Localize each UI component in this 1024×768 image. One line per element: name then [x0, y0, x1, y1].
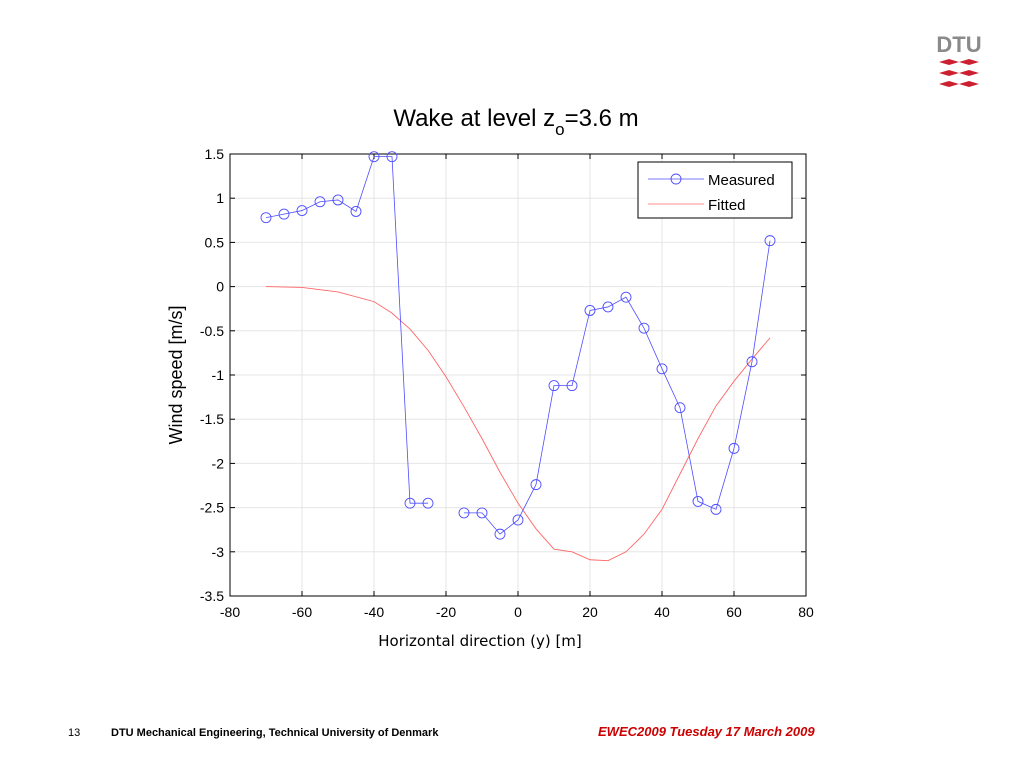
- measured-series-line: [265, 156, 428, 504]
- measured-point: [710, 503, 722, 515]
- chart-title: Wake at level zo=3.6 m: [393, 105, 638, 139]
- measured-point: [692, 495, 704, 507]
- measured-point: [314, 196, 326, 208]
- x-tick-label: 20: [582, 604, 598, 620]
- footer-organization: DTU Mechanical Engineering, Technical Un…: [111, 727, 439, 739]
- title-subscript: o: [555, 120, 564, 139]
- measured-point: [386, 151, 398, 163]
- y-tick-label: -1: [212, 367, 225, 383]
- measured-point: [764, 235, 776, 247]
- x-tick-label: -20: [436, 604, 456, 620]
- y-tick-label: 1: [216, 190, 224, 206]
- series-layer: [260, 151, 776, 562]
- y-tick-label: -2: [212, 455, 225, 471]
- axis-ticks: [229, 153, 807, 597]
- measured-point: [746, 356, 758, 368]
- y-tick-label: 0.5: [205, 234, 225, 250]
- measured-point: [638, 322, 650, 334]
- x-tick-label: 80: [798, 604, 814, 620]
- measured-series-line: [464, 240, 771, 535]
- x-tick-label: 40: [654, 604, 670, 620]
- x-tick-label: -80: [220, 604, 240, 620]
- measured-point: [260, 212, 272, 224]
- dtu-logo-mark: [939, 59, 979, 87]
- measured-point: [728, 442, 740, 454]
- measured-point: [494, 528, 506, 540]
- title-tail: =3.6 m: [565, 105, 639, 132]
- grid-lines: [230, 154, 806, 596]
- measured-point: [404, 497, 416, 509]
- dtu-logo-text: DTU: [936, 32, 981, 57]
- y-axis-label: Wind speed [m/s]: [166, 305, 186, 444]
- measured-point: [566, 380, 578, 392]
- y-tick-label: 0: [216, 279, 224, 295]
- fitted-series-line: [265, 286, 771, 562]
- legend-measured-marker: [670, 173, 682, 185]
- y-tick-label: -0.5: [200, 323, 224, 339]
- measured-point: [620, 291, 632, 303]
- y-tick-label: -3.5: [200, 588, 224, 604]
- measured-point: [368, 151, 380, 163]
- measured-point: [584, 305, 596, 316]
- x-tick-label: -40: [364, 604, 384, 620]
- measured-point: [602, 301, 614, 313]
- x-axis-label: Horizontal direction (y) [m]: [378, 632, 582, 650]
- dtu-logo: DTU: [936, 32, 982, 87]
- wake-chart: -80 -60 -40 -20 0 20 40 60 80 1.5 1 0.5 0 -0.5 -1 -1.5 -…: [166, 105, 814, 650]
- x-tick-label: -60: [292, 604, 312, 620]
- legend-fitted-label: Fitted: [708, 197, 746, 214]
- measured-point: [350, 206, 362, 217]
- measured-point: [278, 208, 290, 220]
- x-tick-label: 60: [726, 604, 742, 620]
- y-tick-label: -1.5: [200, 411, 224, 427]
- footer-event: EWEC2009 Tuesday 17 March 2009: [598, 724, 815, 739]
- legend-measured-label: Measured: [708, 172, 775, 189]
- measured-point: [422, 497, 434, 509]
- measured-point: [332, 194, 344, 206]
- page-number: 13: [68, 727, 81, 739]
- tick-labels: -80 -60 -40 -20 0 20 40 60 80 1.5 1 0.5 0 -0.5 -1 -1.5 -…: [200, 146, 814, 620]
- measured-point: [674, 402, 686, 414]
- measured-point: [296, 205, 308, 217]
- y-tick-label: 1.5: [205, 146, 225, 162]
- measured-point: [512, 514, 524, 526]
- measured-point: [476, 507, 488, 519]
- measured-point: [656, 363, 668, 375]
- legend: Measured Fitted: [637, 161, 793, 219]
- x-tick-label: 0: [514, 604, 522, 620]
- y-tick-label: -2.5: [200, 500, 224, 516]
- y-tick-label: -3: [212, 544, 225, 560]
- measured-point: [548, 380, 560, 392]
- legend-box: [637, 161, 793, 219]
- measured-point: [530, 479, 542, 491]
- measured-point: [458, 507, 470, 519]
